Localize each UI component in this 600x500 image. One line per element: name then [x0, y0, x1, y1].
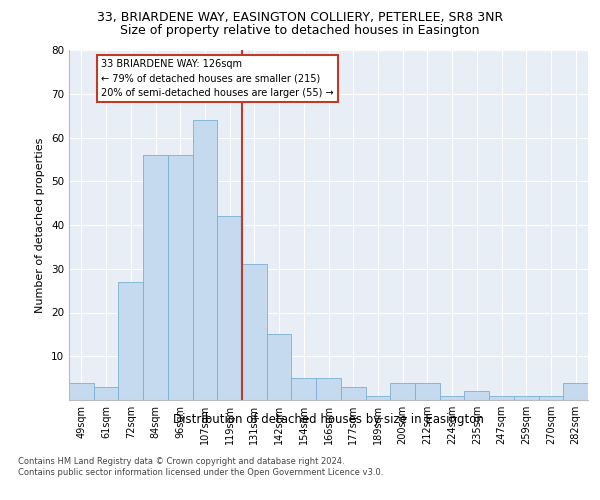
Bar — [168, 155, 193, 400]
Bar — [316, 378, 341, 400]
Bar — [242, 264, 267, 400]
Bar — [69, 382, 94, 400]
Bar — [365, 396, 390, 400]
Text: Distribution of detached houses by size in Easington: Distribution of detached houses by size … — [173, 412, 484, 426]
Bar — [489, 396, 514, 400]
Text: Size of property relative to detached houses in Easington: Size of property relative to detached ho… — [120, 24, 480, 37]
Bar — [217, 216, 242, 400]
Bar — [267, 334, 292, 400]
Bar — [415, 382, 440, 400]
Bar — [464, 391, 489, 400]
Bar — [563, 382, 588, 400]
Bar — [539, 396, 563, 400]
Bar — [440, 396, 464, 400]
Bar — [341, 387, 365, 400]
Bar — [94, 387, 118, 400]
Bar — [193, 120, 217, 400]
Bar — [390, 382, 415, 400]
Bar — [143, 155, 168, 400]
Text: 33, BRIARDENE WAY, EASINGTON COLLIERY, PETERLEE, SR8 3NR: 33, BRIARDENE WAY, EASINGTON COLLIERY, P… — [97, 11, 503, 24]
Y-axis label: Number of detached properties: Number of detached properties — [35, 138, 46, 312]
Bar — [514, 396, 539, 400]
Bar — [118, 282, 143, 400]
Text: Contains HM Land Registry data © Crown copyright and database right 2024.
Contai: Contains HM Land Registry data © Crown c… — [18, 458, 383, 477]
Bar — [292, 378, 316, 400]
Text: 33 BRIARDENE WAY: 126sqm
← 79% of detached houses are smaller (215)
20% of semi-: 33 BRIARDENE WAY: 126sqm ← 79% of detach… — [101, 59, 334, 98]
